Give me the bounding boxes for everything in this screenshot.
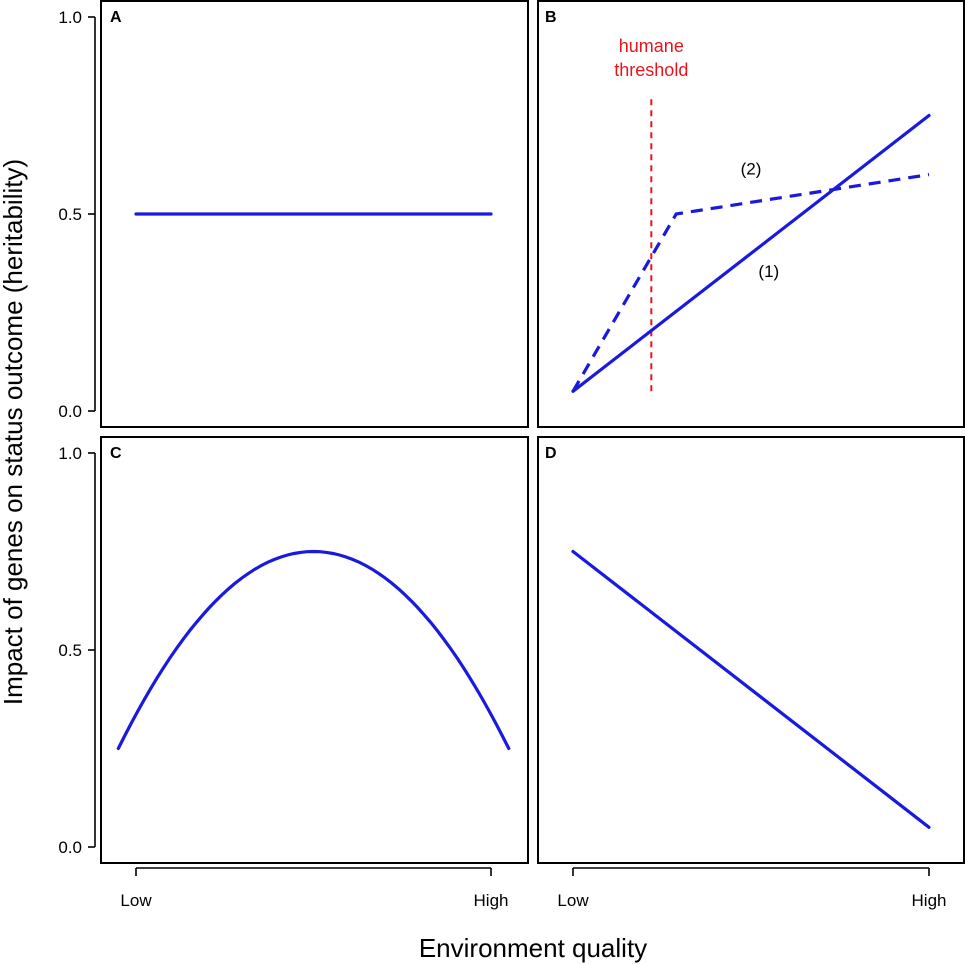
panel-d-line <box>571 549 931 829</box>
panel-letter-c: C <box>110 445 122 462</box>
y-axis-title: Impact of genes on status outcome (herit… <box>0 159 28 705</box>
x-axis-title: Environment quality <box>419 933 647 963</box>
y-tick-label-top-05: 0.5 <box>58 205 82 224</box>
x-tick-label-d-high: High <box>912 891 947 910</box>
y-tick-label-bottom-05: 0.5 <box>58 641 82 660</box>
y-tick-label-top-0: 0.0 <box>58 402 82 421</box>
humane-threshold-label-line2: threshold <box>614 60 688 80</box>
x-tick-label-d-low: Low <box>557 891 589 910</box>
panel-b-line-2 <box>571 173 930 393</box>
y-tick-label-bottom-0: 0.0 <box>58 838 82 857</box>
y-tick-label-bottom-1: 1.0 <box>58 444 82 463</box>
annotation-line-2: (2) <box>741 160 762 179</box>
panel-c-frame <box>100 436 529 864</box>
humane-threshold-label-line1: humane <box>619 36 684 56</box>
panel-b-line-1 <box>571 113 931 393</box>
panel-b-frame <box>537 0 965 428</box>
panel-letter-d: D <box>545 445 557 462</box>
panel-letter-b: B <box>545 9 557 26</box>
panel-c-curve <box>116 549 511 751</box>
annotation-line-1: (1) <box>758 262 779 281</box>
panel-letter-a: A <box>110 9 122 26</box>
x-tick-label-c-low: Low <box>120 891 152 910</box>
panel-a-frame <box>100 0 529 428</box>
x-tick-label-c-high: High <box>474 891 509 910</box>
y-tick-label-top-1: 1.0 <box>58 8 82 27</box>
panel-d-frame <box>537 436 965 864</box>
